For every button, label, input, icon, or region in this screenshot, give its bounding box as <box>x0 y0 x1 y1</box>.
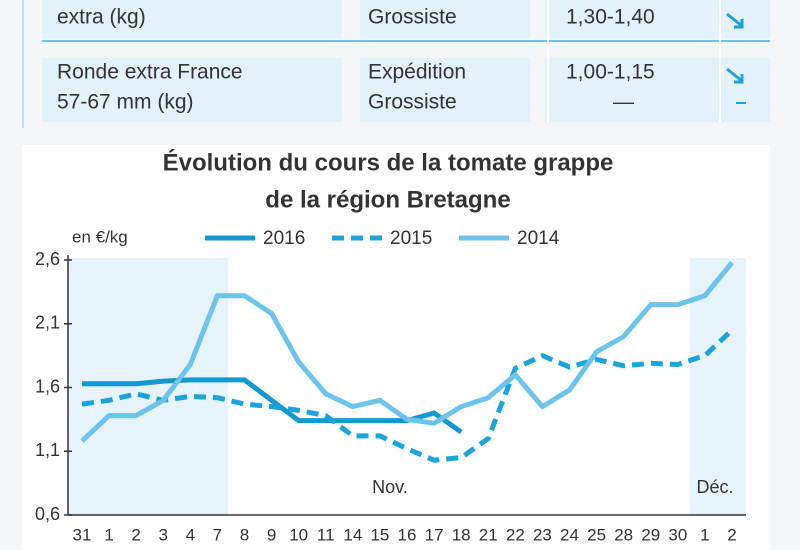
x-tick-label: 2 <box>131 525 140 544</box>
x-tick-label: 14 <box>343 525 362 544</box>
month-shade <box>68 258 228 515</box>
x-tick-label: 30 <box>668 525 687 544</box>
legend-label: 2014 <box>517 228 560 249</box>
chart-title: Évolution du cours de la tomate grappe <box>163 148 614 176</box>
x-tick-label: 16 <box>398 525 417 544</box>
chart-title: de la région Bretagne <box>265 186 510 213</box>
cell <box>545 58 770 122</box>
x-tick-label: 17 <box>425 525 444 544</box>
cell-text: 1,00-1,15 <box>566 61 655 84</box>
x-tick-label: 11 <box>317 525 335 544</box>
x-tick-label: 1 <box>700 525 709 544</box>
trend-arrow <box>726 67 744 84</box>
y-tick-label: 2,6 <box>35 249 60 269</box>
annotation: Déc. <box>696 477 733 497</box>
x-tick-label: 4 <box>186 525 195 544</box>
cell <box>42 58 342 122</box>
series-line <box>80 261 734 443</box>
cell <box>360 0 530 38</box>
x-tick-label: 25 <box>587 525 606 544</box>
cell-text: Expédition <box>368 61 466 84</box>
y-tick-label: 0,6 <box>35 504 60 524</box>
month-shade <box>690 258 746 515</box>
cell <box>360 58 530 122</box>
y-tick-label: 1,6 <box>35 376 60 396</box>
series-line <box>82 377 463 435</box>
x-tick-label: 22 <box>506 525 525 544</box>
cell-text: Grossiste <box>368 91 457 114</box>
cell-text: — <box>613 91 634 114</box>
cell-text: 57-67 mm (kg) <box>57 91 194 114</box>
x-tick-label: 10 <box>289 525 308 544</box>
annotation: Nov. <box>372 477 408 497</box>
y-tick-label: 2,1 <box>35 313 60 333</box>
x-tick-label: 7 <box>213 525 222 544</box>
x-tick-label: 18 <box>452 525 471 544</box>
x-tick-label: 1 <box>104 525 113 544</box>
cell-text: extra (kg) <box>57 6 146 29</box>
x-tick-label: 31 <box>73 525 92 544</box>
cell-text: 1,30-1,40 <box>566 6 655 29</box>
x-tick-label: 21 <box>479 525 498 544</box>
x-tick-label: 23 <box>533 525 552 544</box>
x-tick-label: 9 <box>267 525 276 544</box>
x-tick-label: 28 <box>614 525 633 544</box>
x-tick-label: 2 <box>727 525 736 544</box>
y-tick-label: 1,1 <box>35 440 60 460</box>
cell-text: Ronde extra France <box>57 61 243 84</box>
x-tick-label: 15 <box>370 525 389 544</box>
cell-text: Grossiste <box>368 6 457 29</box>
series-line <box>81 328 734 463</box>
x-tick-label: 3 <box>159 525 168 544</box>
trend-arrow <box>726 12 744 29</box>
y-axis-label: en €/kg <box>72 227 128 246</box>
x-tick-label: 8 <box>240 525 249 544</box>
x-tick-label: 24 <box>560 525 579 544</box>
cell <box>42 0 342 38</box>
x-tick-label: 29 <box>641 525 660 544</box>
legend-label: 2016 <box>263 228 305 249</box>
legend-label: 2015 <box>390 228 432 249</box>
